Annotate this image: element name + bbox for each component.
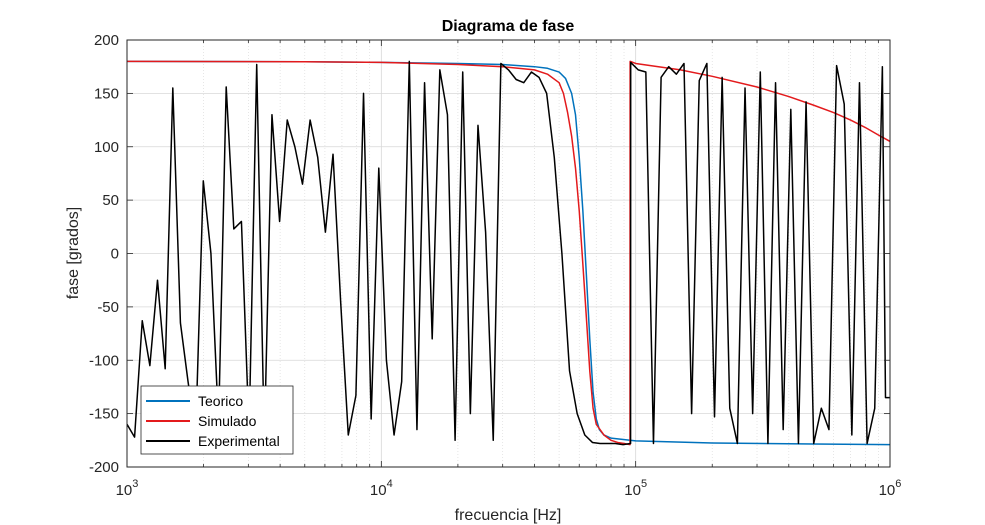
y-tick-label: 150	[94, 85, 119, 102]
y-axis-label: fase [grados]	[65, 207, 82, 300]
chart-title: Diagrama de fase	[442, 18, 575, 35]
y-tick-label: 100	[94, 139, 119, 156]
ticks	[126, 39, 891, 468]
x-axis-label: frecuencia [Hz]	[455, 507, 562, 524]
y-tick-label: -50	[97, 299, 119, 316]
series-layer	[127, 60, 890, 446]
legend-label-teorico: Teorico	[198, 393, 243, 409]
x-tick-labels: 103 104 105 106	[116, 478, 902, 499]
y-tick-label: 50	[102, 192, 119, 209]
y-tick-label: -100	[89, 352, 119, 369]
x-tick-label: 104	[370, 478, 393, 499]
y-tick-label: 200	[94, 32, 119, 49]
y-tick-label: 0	[111, 246, 119, 263]
legend-label-simulado: Simulado	[198, 413, 257, 429]
x-tick-label: 103	[116, 478, 139, 499]
y-tick-label: -200	[89, 459, 119, 476]
series-line-experimental	[127, 60, 890, 446]
legend-label-experimental: Experimental	[198, 433, 280, 449]
legend: Teorico Simulado Experimental	[140, 385, 294, 455]
x-tick-label: 106	[879, 478, 902, 499]
y-tick-label: -150	[89, 406, 119, 423]
y-tick-labels: 200 150 100 50 0 -50 -100 -150 -200	[89, 32, 119, 476]
series-line-simulado	[127, 60, 890, 446]
x-tick-label: 105	[624, 478, 647, 499]
series-line-teorico	[127, 60, 890, 446]
